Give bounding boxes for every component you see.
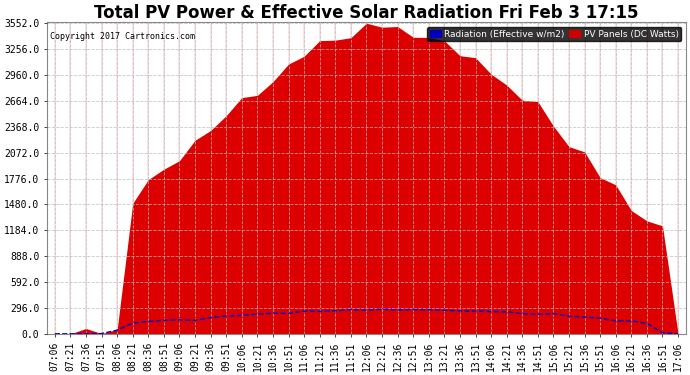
Title: Total PV Power & Effective Solar Radiation Fri Feb 3 17:15: Total PV Power & Effective Solar Radiati…: [95, 4, 639, 22]
Legend: Radiation (Effective w/m2), PV Panels (DC Watts): Radiation (Effective w/m2), PV Panels (D…: [427, 27, 681, 41]
Text: Copyright 2017 Cartronics.com: Copyright 2017 Cartronics.com: [50, 32, 195, 40]
